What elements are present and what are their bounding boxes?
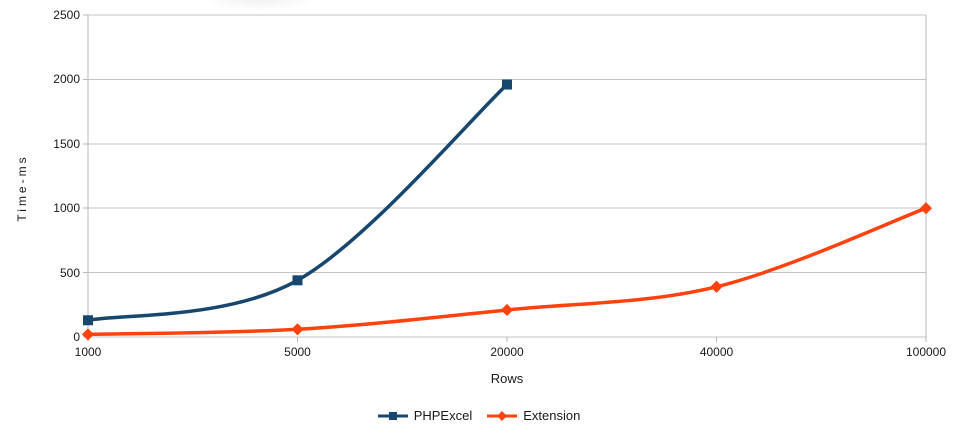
data-point-diamond xyxy=(291,323,304,336)
legend-label: PHPExcel xyxy=(413,408,473,423)
series-line-phpexcel xyxy=(86,82,509,323)
x-tick-label: 40000 xyxy=(699,345,734,359)
data-point-diamond xyxy=(81,328,95,341)
x-axis-title: Rows xyxy=(490,371,524,386)
data-point-square xyxy=(502,79,512,90)
y-tick-label: 2500 xyxy=(53,8,80,22)
data-point-diamond xyxy=(500,303,514,317)
y-tick-label: 0 xyxy=(73,330,80,344)
x-tick-label: 1000 xyxy=(74,345,102,359)
data-point-diamond xyxy=(919,202,933,215)
legend-item-extension: Extension xyxy=(486,408,580,423)
legend-item-phpexcel: PHPExcel xyxy=(377,408,473,423)
data-point-square xyxy=(83,315,93,326)
x-tick-label: 20000 xyxy=(490,345,524,359)
y-tick-label: 2000 xyxy=(53,72,80,87)
y-tick-label: 1000 xyxy=(53,201,80,216)
x-tick-label: 5000 xyxy=(284,345,311,359)
y-tick-label: 1500 xyxy=(53,136,80,151)
legend-marker-square xyxy=(377,411,408,420)
data-point-square xyxy=(292,275,303,286)
legend-label: Extension xyxy=(523,408,581,423)
x-tick-label: 100000 xyxy=(905,345,947,359)
data-point-diamond xyxy=(710,280,723,293)
legend-marker-diamond xyxy=(487,410,518,421)
y-tick-label: 500 xyxy=(59,265,80,280)
legend: PHPExcel Extension xyxy=(0,408,957,423)
